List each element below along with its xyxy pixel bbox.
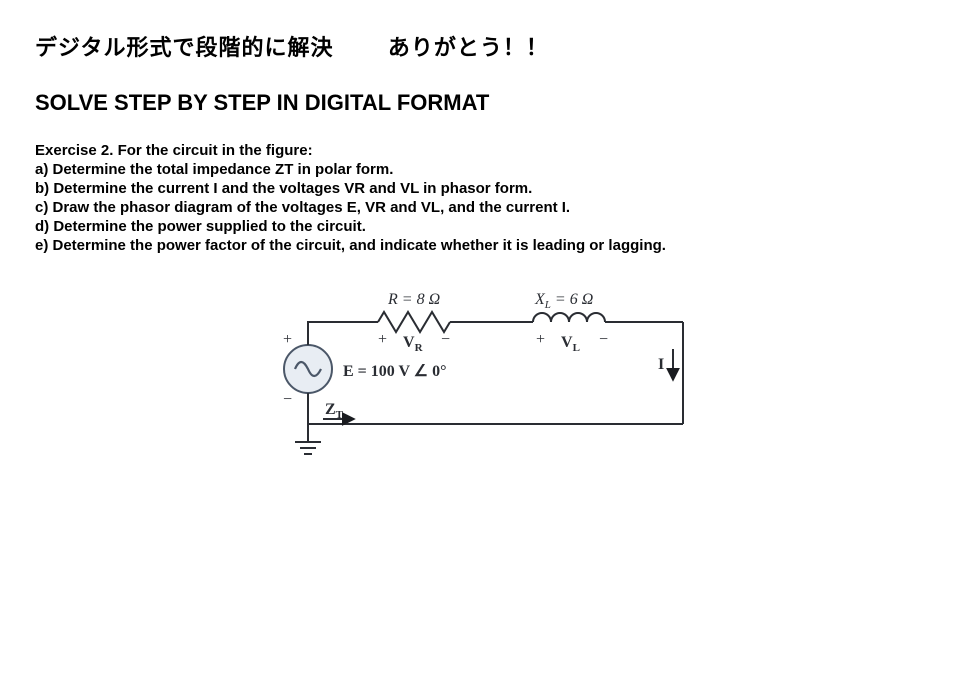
source-minus: −: [283, 391, 292, 408]
vr-minus: −: [441, 331, 450, 348]
english-title: SOLVE STEP BY STEP IN DIGITAL FORMAT: [35, 90, 940, 116]
xl-label: XL = 6 Ω: [534, 291, 593, 311]
japanese-title: デジタル形式で段階的に解決 ありがとう！！: [35, 30, 940, 62]
vl-minus: −: [599, 331, 608, 348]
r-label: R = 8 Ω: [387, 291, 440, 308]
circuit-figure: + − R = 8 Ω + VR − XL = 6 Ω + VL − I E =…: [35, 274, 940, 474]
vl-label: VL: [561, 334, 580, 354]
item-c: c) Draw the phasor diagram of the voltag…: [35, 199, 940, 216]
vr-label: VR: [403, 334, 424, 354]
vr-plus: +: [378, 331, 387, 348]
jp-part2: ありがとう！！: [388, 35, 549, 60]
item-d: d) Determine the power supplied to the c…: [35, 218, 940, 235]
exercise-head: Exercise 2. For the circuit in the figur…: [35, 142, 940, 159]
jp-part1: デジタル形式で段階的に解決: [35, 35, 334, 60]
item-a: a) Determine the total impedance ZT in p…: [35, 161, 940, 178]
e-label: E = 100 V ∠ 0°: [343, 363, 447, 380]
item-b: b) Determine the current I and the volta…: [35, 180, 940, 197]
source-plus: +: [283, 331, 292, 348]
vl-plus: +: [536, 331, 545, 348]
i-label: I: [658, 356, 664, 373]
item-e: e) Determine the power factor of the cir…: [35, 237, 940, 254]
